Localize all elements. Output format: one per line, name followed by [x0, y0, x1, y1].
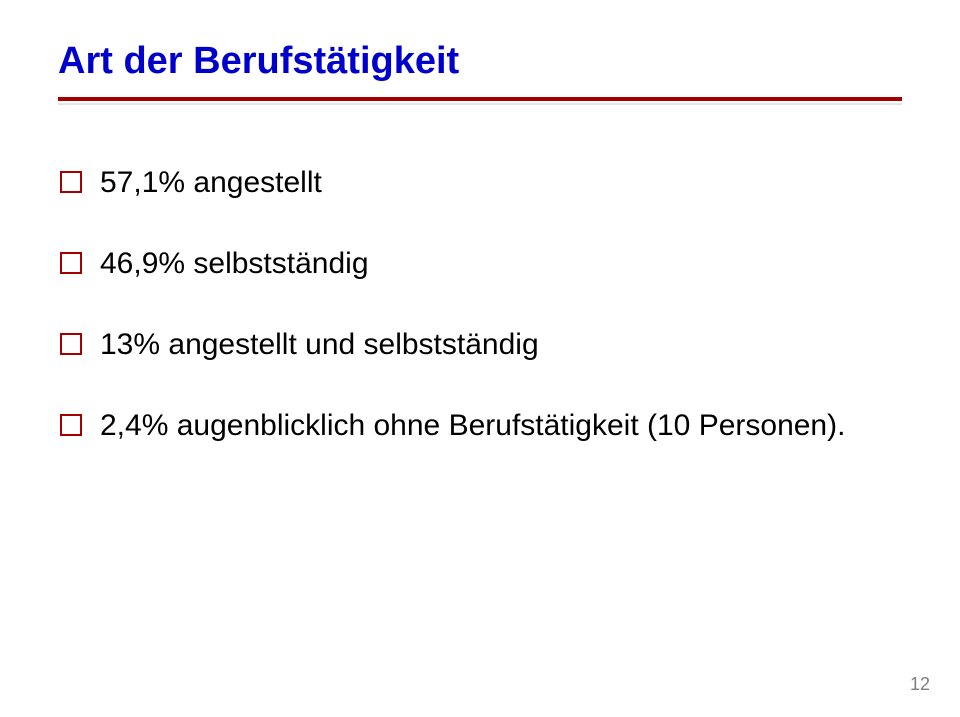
- list-item: 13% angestellt und selbstständig: [60, 325, 902, 364]
- slide-title: Art der Berufstätigkeit: [58, 40, 902, 83]
- list-item-text: 2,4% augenblicklich ohne Berufstätigkeit…: [100, 406, 845, 445]
- checkbox-icon: [60, 414, 82, 436]
- checkbox-icon: [60, 333, 82, 355]
- list-item: 2,4% augenblicklich ohne Berufstätigkeit…: [60, 406, 902, 445]
- title-underline: [58, 97, 902, 101]
- page-number: 12: [910, 674, 930, 695]
- list-item-text: 13% angestellt und selbstständig: [100, 325, 539, 364]
- list-item-text: 57,1% angestellt: [100, 163, 322, 202]
- checkbox-icon: [60, 252, 82, 274]
- slide: Art der Berufstätigkeit 57,1% angestellt…: [0, 0, 960, 717]
- list-item: 46,9% selbstständig: [60, 244, 902, 283]
- checkbox-icon: [60, 171, 82, 193]
- list-item-text: 46,9% selbstständig: [100, 244, 369, 283]
- list-item: 57,1% angestellt: [60, 163, 902, 202]
- title-underline-shadow: [58, 103, 902, 105]
- bullet-list: 57,1% angestellt 46,9% selbstständig 13%…: [58, 163, 902, 445]
